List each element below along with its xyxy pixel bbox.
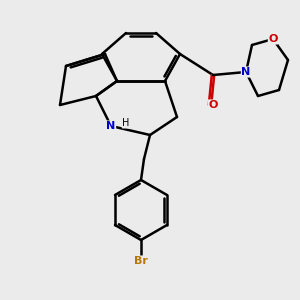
Text: Br: Br [134,256,148,266]
Text: N: N [242,67,250,77]
Text: O: O [208,100,218,110]
Text: H: H [122,118,130,128]
Text: O: O [268,34,278,44]
Text: N: N [106,121,116,131]
